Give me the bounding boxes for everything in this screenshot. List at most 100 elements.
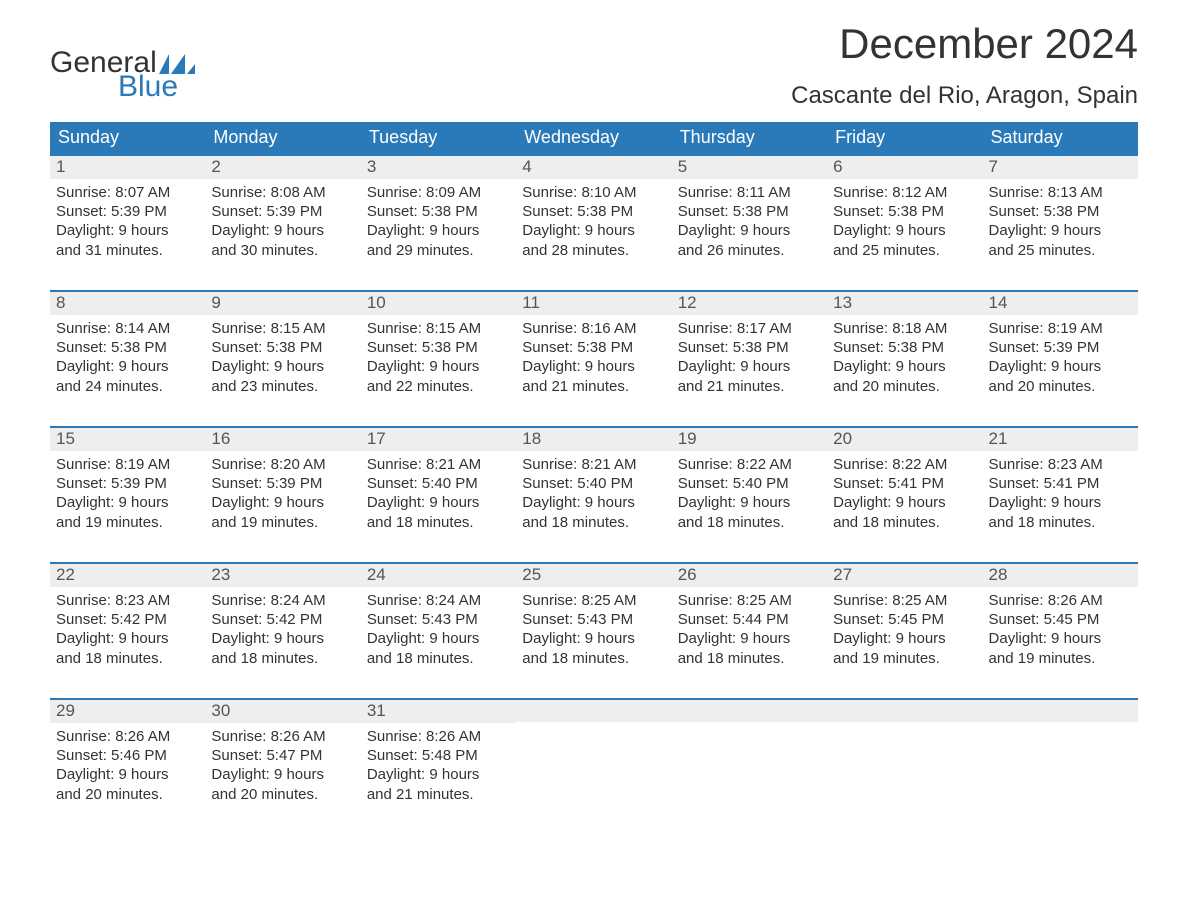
day-daylight1: Daylight: 9 hours [833,221,976,240]
day-cell: 13Sunrise: 8:18 AMSunset: 5:38 PMDayligh… [827,292,982,402]
day-daylight2: and 18 minutes. [211,649,354,668]
day-number: 29 [50,700,205,723]
day-sunset: Sunset: 5:38 PM [678,202,821,221]
day-number: 9 [205,292,360,315]
empty-day-number [983,700,1138,722]
day-sunset: Sunset: 5:45 PM [833,610,976,629]
day-sunrise: Sunrise: 8:25 AM [678,591,821,610]
day-body: Sunrise: 8:16 AMSunset: 5:38 PMDaylight:… [516,315,671,400]
day-daylight2: and 30 minutes. [211,241,354,260]
day-body: Sunrise: 8:20 AMSunset: 5:39 PMDaylight:… [205,451,360,536]
day-sunrise: Sunrise: 8:15 AM [211,319,354,338]
day-daylight2: and 18 minutes. [56,649,199,668]
day-daylight2: and 18 minutes. [522,513,665,532]
day-body: Sunrise: 8:09 AMSunset: 5:38 PMDaylight:… [361,179,516,264]
day-cell: 4Sunrise: 8:10 AMSunset: 5:38 PMDaylight… [516,156,671,266]
day-body: Sunrise: 8:19 AMSunset: 5:39 PMDaylight:… [50,451,205,536]
day-daylight2: and 24 minutes. [56,377,199,396]
day-sunset: Sunset: 5:38 PM [522,202,665,221]
day-daylight1: Daylight: 9 hours [56,357,199,376]
day-daylight2: and 25 minutes. [989,241,1132,260]
day-sunrise: Sunrise: 8:18 AM [833,319,976,338]
day-daylight1: Daylight: 9 hours [989,493,1132,512]
day-daylight1: Daylight: 9 hours [56,493,199,512]
week-row: 8Sunrise: 8:14 AMSunset: 5:38 PMDaylight… [50,290,1138,402]
day-number: 5 [672,156,827,179]
day-sunset: Sunset: 5:39 PM [989,338,1132,357]
week-row: 1Sunrise: 8:07 AMSunset: 5:39 PMDaylight… [50,154,1138,266]
day-cell: 25Sunrise: 8:25 AMSunset: 5:43 PMDayligh… [516,564,671,674]
day-daylight1: Daylight: 9 hours [211,221,354,240]
day-daylight1: Daylight: 9 hours [367,765,510,784]
day-daylight2: and 29 minutes. [367,241,510,260]
location-text: Cascante del Rio, Aragon, Spain [791,82,1138,110]
day-daylight1: Daylight: 9 hours [56,221,199,240]
day-body: Sunrise: 8:21 AMSunset: 5:40 PMDaylight:… [516,451,671,536]
day-sunrise: Sunrise: 8:23 AM [56,591,199,610]
day-daylight2: and 20 minutes. [56,785,199,804]
day-daylight2: and 20 minutes. [833,377,976,396]
day-daylight2: and 19 minutes. [833,649,976,668]
day-number: 31 [361,700,516,723]
day-sunrise: Sunrise: 8:14 AM [56,319,199,338]
day-body: Sunrise: 8:11 AMSunset: 5:38 PMDaylight:… [672,179,827,264]
day-body: Sunrise: 8:12 AMSunset: 5:38 PMDaylight:… [827,179,982,264]
day-daylight1: Daylight: 9 hours [989,221,1132,240]
day-sunrise: Sunrise: 8:23 AM [989,455,1132,474]
day-cell: 16Sunrise: 8:20 AMSunset: 5:39 PMDayligh… [205,428,360,538]
calendar: Sunday Monday Tuesday Wednesday Thursday… [50,122,1138,810]
day-daylight2: and 21 minutes. [678,377,821,396]
day-number: 3 [361,156,516,179]
day-sunset: Sunset: 5:38 PM [833,202,976,221]
day-daylight2: and 18 minutes. [989,513,1132,532]
day-daylight1: Daylight: 9 hours [367,493,510,512]
day-sunrise: Sunrise: 8:21 AM [522,455,665,474]
day-sunset: Sunset: 5:41 PM [989,474,1132,493]
day-body: Sunrise: 8:25 AMSunset: 5:44 PMDaylight:… [672,587,827,672]
day-cell: 5Sunrise: 8:11 AMSunset: 5:38 PMDaylight… [672,156,827,266]
day-sunset: Sunset: 5:48 PM [367,746,510,765]
day-sunrise: Sunrise: 8:13 AM [989,183,1132,202]
day-cell: 18Sunrise: 8:21 AMSunset: 5:40 PMDayligh… [516,428,671,538]
day-daylight1: Daylight: 9 hours [522,221,665,240]
day-daylight2: and 19 minutes. [989,649,1132,668]
day-body: Sunrise: 8:26 AMSunset: 5:46 PMDaylight:… [50,723,205,808]
day-sunset: Sunset: 5:38 PM [833,338,976,357]
day-sunrise: Sunrise: 8:24 AM [367,591,510,610]
day-sunrise: Sunrise: 8:20 AM [211,455,354,474]
month-title: December 2024 [791,20,1138,68]
day-sunrise: Sunrise: 8:22 AM [833,455,976,474]
empty-day-cell [827,700,982,810]
day-sunset: Sunset: 5:41 PM [833,474,976,493]
empty-day-cell [983,700,1138,810]
day-daylight2: and 28 minutes. [522,241,665,260]
day-sunset: Sunset: 5:45 PM [989,610,1132,629]
day-sunrise: Sunrise: 8:22 AM [678,455,821,474]
day-sunset: Sunset: 5:38 PM [367,338,510,357]
weekday-cell: Saturday [983,122,1138,154]
day-body: Sunrise: 8:26 AMSunset: 5:45 PMDaylight:… [983,587,1138,672]
day-cell: 9Sunrise: 8:15 AMSunset: 5:38 PMDaylight… [205,292,360,402]
day-body: Sunrise: 8:18 AMSunset: 5:38 PMDaylight:… [827,315,982,400]
day-cell: 3Sunrise: 8:09 AMSunset: 5:38 PMDaylight… [361,156,516,266]
empty-day-number [827,700,982,722]
day-sunrise: Sunrise: 8:11 AM [678,183,821,202]
day-cell: 26Sunrise: 8:25 AMSunset: 5:44 PMDayligh… [672,564,827,674]
day-daylight1: Daylight: 9 hours [367,357,510,376]
day-number: 22 [50,564,205,587]
day-daylight2: and 31 minutes. [56,241,199,260]
title-block: December 2024 Cascante del Rio, Aragon, … [791,20,1138,110]
day-daylight2: and 23 minutes. [211,377,354,396]
day-daylight1: Daylight: 9 hours [833,629,976,648]
day-number: 10 [361,292,516,315]
day-number: 2 [205,156,360,179]
day-cell: 31Sunrise: 8:26 AMSunset: 5:48 PMDayligh… [361,700,516,810]
day-daylight2: and 21 minutes. [367,785,510,804]
day-cell: 19Sunrise: 8:22 AMSunset: 5:40 PMDayligh… [672,428,827,538]
day-number: 25 [516,564,671,587]
day-sunset: Sunset: 5:42 PM [56,610,199,629]
day-sunset: Sunset: 5:40 PM [678,474,821,493]
day-daylight2: and 20 minutes. [989,377,1132,396]
day-cell: 2Sunrise: 8:08 AMSunset: 5:39 PMDaylight… [205,156,360,266]
day-daylight1: Daylight: 9 hours [211,493,354,512]
